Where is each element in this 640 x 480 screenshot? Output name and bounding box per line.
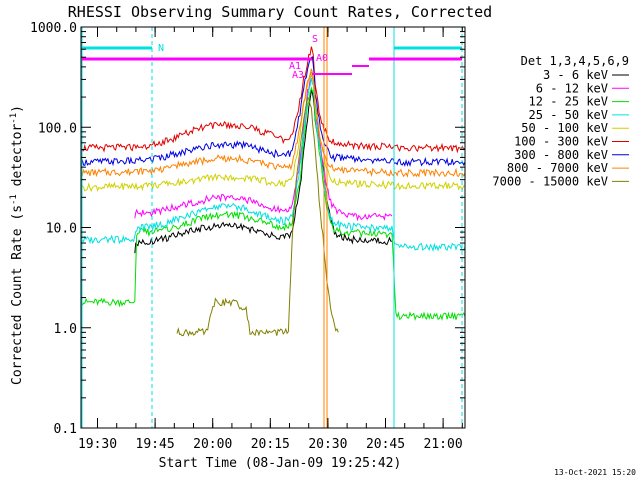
y-tick-label: 10.0 xyxy=(46,222,77,237)
series-100-300-kev xyxy=(80,46,466,154)
legend-label: 6 - 12 keV xyxy=(536,81,608,95)
series-50-100-kev xyxy=(80,71,465,193)
axes xyxy=(80,26,466,429)
y-tick-label: 0.1 xyxy=(54,422,77,437)
x-tick-labels: 19:30 19:45 20:00 20:15 20:30 20:45 21:00 xyxy=(78,437,463,452)
y-tick-label: 1000.0 xyxy=(30,21,77,36)
chart-title: RHESSI Observing Summary Count Rates, Co… xyxy=(68,3,492,21)
x-tick-label: 21:00 xyxy=(424,437,463,452)
y-axis-label: Corrected Count Rate (s-1 detector-1) xyxy=(9,105,25,385)
x-tick-label: 20:00 xyxy=(193,437,232,452)
footer-timestamp: 13-Oct-2021 15:20 xyxy=(554,468,636,477)
legend-label: 800 - 7000 keV xyxy=(507,161,608,175)
legend-label: 100 - 300 keV xyxy=(514,135,608,149)
x-tick-label: 20:45 xyxy=(366,437,405,452)
series-12-25-kev xyxy=(80,86,466,322)
annotation-n: N xyxy=(158,43,164,54)
annotation-a3: A3 xyxy=(292,70,304,81)
x-tick-label: 20:30 xyxy=(308,437,347,452)
legend-label: 300 - 800 keV xyxy=(514,148,608,162)
y-tick-labels: 1000.0 100.0 10.0 1.0 0.1 xyxy=(30,21,77,437)
x-tick-label: 19:30 xyxy=(78,437,117,452)
series-300-800-kev xyxy=(80,56,466,167)
x-tick-label: 19:45 xyxy=(136,437,175,452)
annotation-a1: A1 xyxy=(289,61,301,72)
x-tick-label: 20:15 xyxy=(251,437,290,452)
y-tick-label: 1.0 xyxy=(54,322,77,337)
series-7000-15000-kev xyxy=(176,96,339,337)
y-axis-label-sup1: -1 xyxy=(9,194,19,205)
y-axis-label-main: Corrected Count Rate (s xyxy=(10,205,25,385)
annotation-s: S xyxy=(312,34,318,45)
y-axis-label-mid: detector xyxy=(10,124,25,195)
annotation-a0: A0 xyxy=(316,53,328,64)
series-800-7000-kev xyxy=(80,68,466,178)
series-25-50-kev xyxy=(80,77,466,252)
legend-label: 50 - 100 keV xyxy=(521,121,608,135)
legend-label: 12 - 25 keV xyxy=(529,95,608,109)
legend-title: Det 1,3,4,5,6,9 xyxy=(521,54,629,68)
legend-label: 3 - 6 keV xyxy=(543,68,608,82)
series-3-6-kev xyxy=(134,89,393,254)
y-tick-label: 100.0 xyxy=(38,121,77,136)
y-axis-label-end: ) xyxy=(10,105,25,113)
y-axis-label-sup2: -1 xyxy=(9,113,19,124)
series-layer xyxy=(80,46,466,337)
legend-label: 25 - 50 keV xyxy=(529,108,608,122)
x-axis-label: Start Time (08-Jan-09 19:25:42) xyxy=(159,456,402,471)
series-6-12-kev xyxy=(134,72,393,222)
legend-label: 7000 - 15000 keV xyxy=(492,174,608,188)
